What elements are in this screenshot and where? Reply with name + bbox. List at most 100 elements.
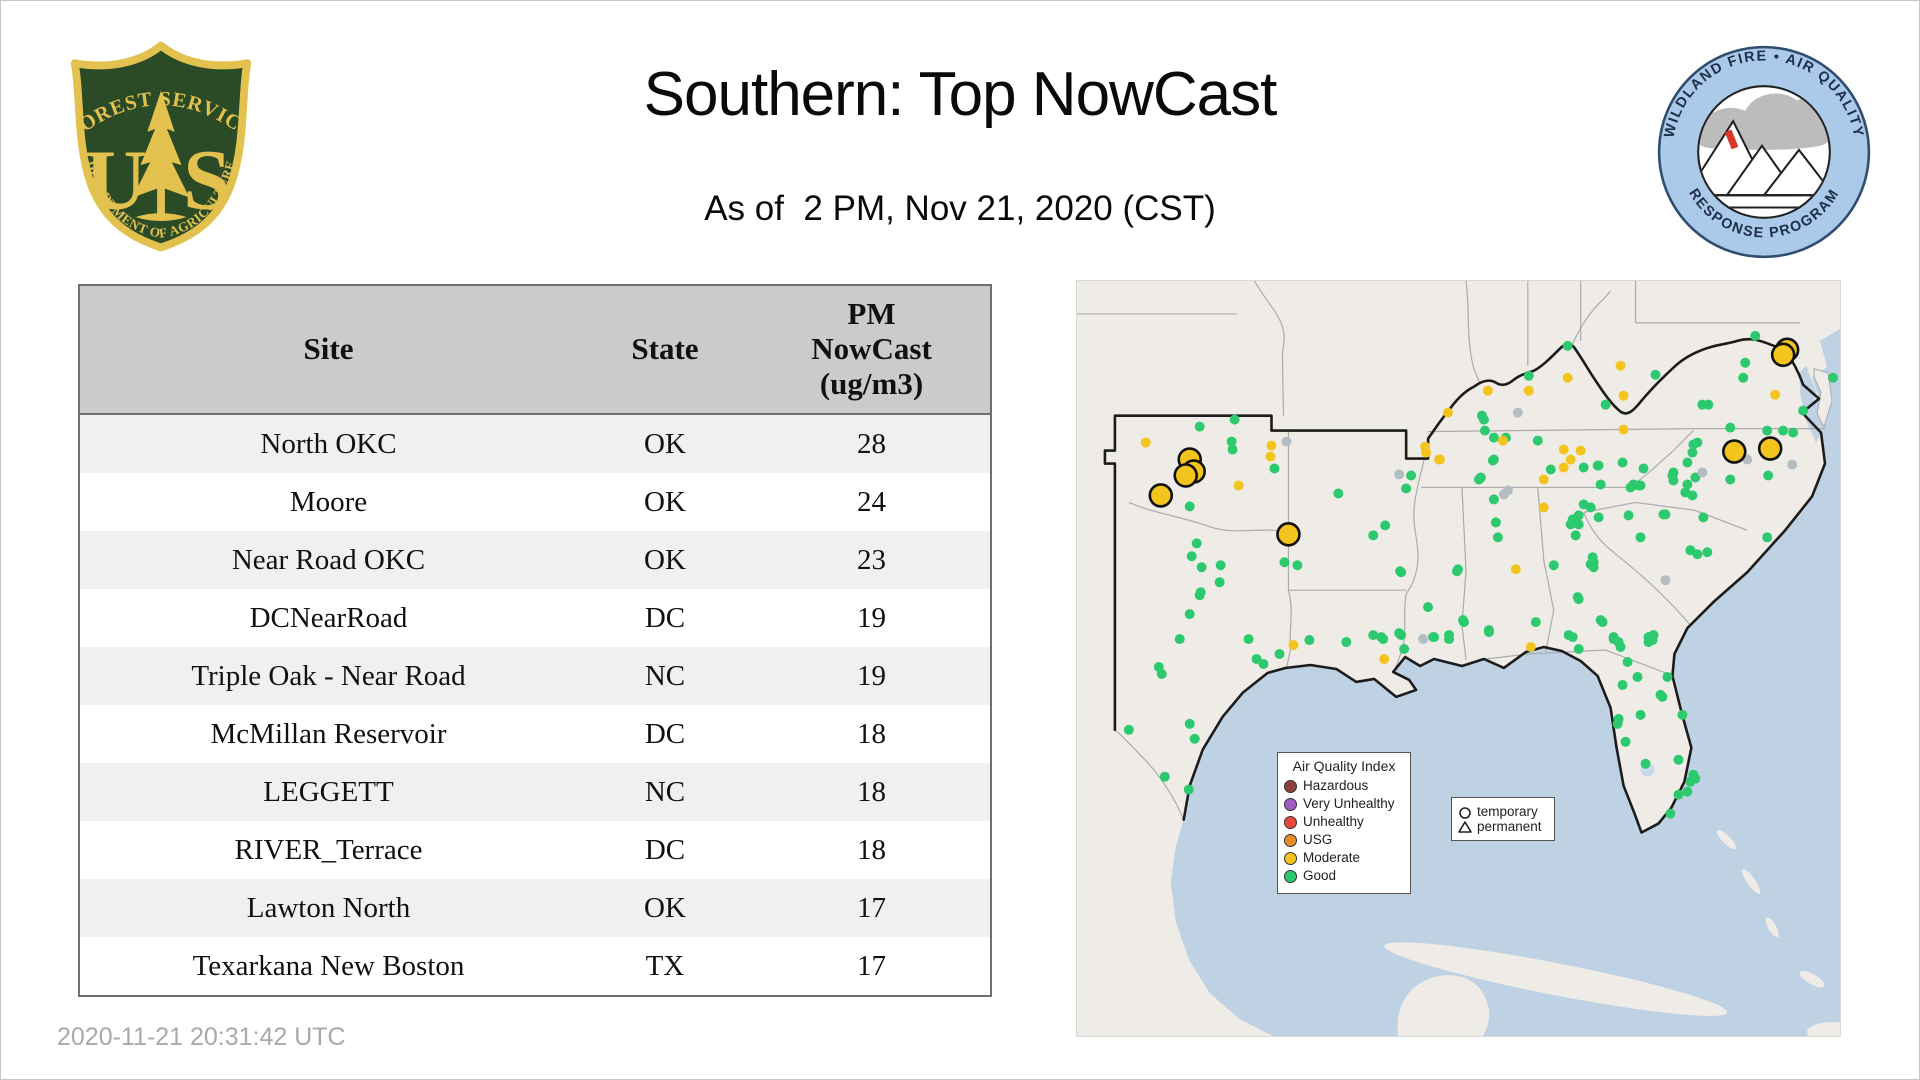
monitor-dot — [1532, 435, 1543, 446]
monitor-dot — [1565, 454, 1576, 465]
monitor-dot — [1281, 436, 1292, 447]
monitor-dot — [1434, 454, 1445, 465]
pine-tree-icon — [132, 90, 190, 217]
monitor-dot — [1573, 644, 1584, 655]
monitor-dot — [1191, 538, 1202, 549]
monitor-dot — [1444, 634, 1455, 645]
aqi-legend-label: Moderate — [1303, 850, 1361, 865]
monitor-dot — [1229, 414, 1240, 425]
nowcast-cell: 19 — [753, 647, 991, 705]
monitor-dot — [1788, 427, 1799, 438]
wfaqrp-logo: WILDLAND FIRE • AIR QUALITY RESPONSE PRO… — [1657, 45, 1871, 259]
monitor-dot — [1578, 462, 1589, 473]
table-row: LEGGETT NC 18 — [79, 763, 991, 821]
monitor-dot — [1530, 617, 1541, 628]
state-cell: NC — [577, 763, 753, 821]
state-cell: OK — [577, 473, 753, 531]
monitor-dot — [1570, 530, 1581, 541]
monitor-dot — [1682, 786, 1693, 797]
monitor-dot — [1123, 724, 1134, 735]
monitor-dot — [1399, 644, 1410, 655]
monitor-dot — [1523, 370, 1534, 381]
table-header-row: Site State PM NowCast (ug/m3) — [79, 285, 991, 415]
state-cell: DC — [577, 705, 753, 763]
nowcast-cell: 18 — [753, 705, 991, 763]
monitor-dot — [1682, 457, 1693, 468]
monitor-dot — [1787, 459, 1798, 470]
generated-timestamp: 2020-11-21 20:31:42 UTC — [57, 1023, 346, 1051]
monitor-dot — [1562, 340, 1573, 351]
monitor-dot — [1635, 709, 1646, 720]
monitor-dot — [1608, 634, 1619, 645]
monitor-dot — [1620, 736, 1631, 747]
monitor-dot — [1545, 464, 1556, 475]
yucatan — [1397, 975, 1490, 1036]
monitor-dot — [1740, 357, 1751, 368]
monitor-dot — [1368, 530, 1379, 541]
monitor-dot — [1762, 532, 1773, 543]
monitor-dot — [1690, 773, 1701, 784]
monitor-dot — [1682, 479, 1693, 490]
table-row: Moore OK 24 — [79, 473, 991, 531]
aqi-legend-item: Very Unhealthy — [1284, 796, 1404, 812]
monitor-dot — [1492, 532, 1503, 543]
monitor-dot — [1258, 658, 1269, 669]
monitor-dot — [1194, 421, 1205, 432]
monitor-dot — [1251, 654, 1262, 664]
monitor-dot — [1488, 494, 1499, 505]
page-title: Southern: Top NowCast — [643, 60, 1278, 129]
forest-service-logo: FOREST SERVICE U S DEPARTMENT OF AGRICUL… — [63, 37, 252, 252]
monitor-dot — [1266, 440, 1277, 451]
monitor-dot — [1483, 625, 1494, 636]
monitor-dot — [1458, 617, 1469, 628]
monitor-dot — [1770, 389, 1781, 400]
monitor-dot — [1186, 551, 1197, 562]
monitor-dot — [1183, 784, 1194, 795]
monitor-dot — [1548, 560, 1559, 571]
monitor-dot — [1159, 771, 1170, 782]
monitor-dot — [1660, 509, 1671, 520]
monitor-dot — [1612, 718, 1623, 729]
symbol-legend-temporary: temporary — [1458, 804, 1548, 819]
monitor-dot — [1418, 634, 1429, 645]
monitor-dot — [1379, 654, 1390, 664]
monitor-dot — [1680, 487, 1691, 498]
monitor-dot — [1184, 718, 1195, 729]
monitor-dot — [1595, 479, 1606, 490]
monitor-dot — [1697, 467, 1708, 478]
site-cell: Moore — [79, 473, 577, 531]
monitor-dot — [1482, 385, 1493, 396]
monitor-dot — [1292, 560, 1303, 571]
monitor-dot — [1575, 445, 1586, 456]
top-site-marker — [1722, 439, 1747, 464]
fs-logo-letter-s: S — [183, 131, 231, 227]
state-cell: TX — [577, 937, 753, 996]
monitor-dot — [1585, 502, 1596, 513]
monitor-dot — [1615, 642, 1626, 653]
table-row: McMillan Reservoir DC 18 — [79, 705, 991, 763]
monitor-dot — [1600, 399, 1611, 410]
monitor-dot — [1573, 519, 1584, 530]
monitor-dot — [1690, 472, 1701, 483]
monitor-dot — [1479, 425, 1490, 436]
table-body: North OKC OK 28 Moore OK 24 Near Road OKC OK 23 D… — [79, 414, 991, 996]
monitor-dot — [1638, 463, 1649, 474]
state-cell: DC — [577, 821, 753, 879]
top-site-marker — [1276, 522, 1301, 547]
monitor-dot — [1597, 617, 1608, 628]
bahamas — [1716, 829, 1736, 850]
table-row: Texarkana New Boston TX 17 — [79, 937, 991, 996]
monitor-dot — [1538, 502, 1549, 513]
monitor-dot — [1401, 483, 1412, 494]
aqi-legend-item: Good — [1284, 868, 1404, 884]
monitor-dot — [1226, 436, 1237, 447]
monitor-dot — [1174, 634, 1185, 645]
monitor-dot — [1227, 444, 1238, 455]
monitor-dot — [1567, 632, 1578, 643]
symbol-legend-permanent: permanent — [1458, 819, 1548, 834]
monitor-dot — [1304, 635, 1315, 646]
monitor-dots — [1123, 330, 1838, 819]
site-cell: Triple Oak - Near Road — [79, 647, 577, 705]
monitor-dot — [1703, 399, 1714, 410]
monitor-dot — [1488, 432, 1499, 443]
